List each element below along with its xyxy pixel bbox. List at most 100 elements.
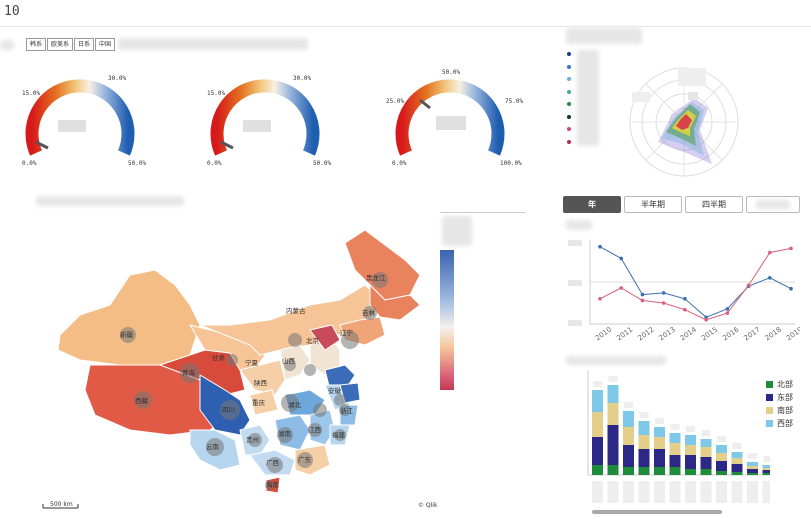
province-label: 海南 [266,480,280,489]
map-scale: 500 km [50,501,73,508]
data-point[interactable] [683,307,687,312]
bar-segment[interactable] [731,452,743,458]
province-beijing[interactable] [309,324,341,351]
data-point[interactable] [683,297,687,301]
bar-segment[interactable] [716,445,727,453]
blurred-x-label [716,481,727,503]
data-point[interactable] [640,292,645,297]
bar-segment[interactable] [685,469,696,475]
bar-segment[interactable] [731,458,743,464]
data-point[interactable] [704,315,708,320]
data-point[interactable] [598,297,602,301]
bar-segment[interactable] [700,439,712,447]
period-tabs: 年 半年期 四半期 [563,196,803,213]
bar-segment[interactable] [685,455,696,469]
bar-segment[interactable] [762,470,771,473]
filter-button[interactable]: 日系 [74,38,95,51]
bar-segment[interactable] [685,435,696,445]
bar-segment[interactable] [638,421,650,435]
blurred-bar-title [566,356,666,365]
bar-segment[interactable] [747,466,758,469]
data-point[interactable] [661,291,666,295]
blurred-legend-title [442,216,472,246]
bar-segment[interactable] [654,427,665,437]
data-point[interactable] [789,286,793,291]
bar-segment[interactable] [700,469,712,475]
bar-segment[interactable] [700,447,712,457]
bar-segment[interactable] [623,467,634,475]
bar-segment[interactable] [685,445,696,455]
bar-segment[interactable] [654,467,665,475]
bar-segment[interactable] [747,462,758,466]
blurred-value-label [655,418,664,424]
gauge-label: 0.0% [392,160,407,167]
data-point[interactable] [640,298,645,303]
bar-segment[interactable] [762,468,771,470]
tab-year[interactable]: 年 [563,196,621,213]
scrollbar[interactable] [592,510,722,514]
province-xinjiang[interactable] [57,269,201,366]
bar-segment[interactable] [607,403,619,425]
bar-segment[interactable] [654,437,665,449]
tab-half-year[interactable]: 半年期 [624,196,682,213]
bar-segment[interactable] [747,469,758,473]
bar-legend: 北部 东部 南部 西部 [766,378,793,430]
blurred-value-label [639,412,649,418]
data-point[interactable] [767,276,772,280]
data-point[interactable] [767,250,772,255]
data-point[interactable] [619,256,624,261]
bar-segment[interactable] [731,464,743,472]
data-point[interactable] [598,244,602,249]
tab-blurred[interactable] [746,196,800,213]
bar-segment[interactable] [592,412,603,437]
bar-segment[interactable] [762,465,771,468]
legend-label: 北部 [777,380,793,389]
bar-segment[interactable] [747,473,758,475]
bar-segment[interactable] [716,461,727,471]
province-label: 吉林 [362,308,376,317]
tab-quarter[interactable]: 四半期 [685,196,743,213]
province-label: 贵州 [246,435,259,444]
bar-segment[interactable] [731,472,743,475]
bar-segment[interactable] [669,443,681,455]
bar-segment[interactable] [607,385,619,403]
blurred-x-label [762,481,770,503]
bar-segment[interactable] [623,445,634,467]
bar-segment[interactable] [669,467,681,475]
bar-segment[interactable] [669,455,681,467]
data-point[interactable] [789,246,793,251]
bar-segment[interactable] [669,433,681,443]
data-point[interactable] [661,301,666,305]
province-label: 辽宁 [340,328,354,337]
province-label: 广东 [298,455,312,464]
data-point[interactable] [619,286,624,290]
bar-segment[interactable] [623,427,634,445]
bar-segment[interactable] [592,437,603,465]
bar-segment[interactable] [638,435,650,449]
map-color-legend [440,250,454,390]
legend-dot [567,52,571,56]
bar-segment[interactable] [716,453,727,461]
bar-segment[interactable] [607,465,619,475]
blurred-title [0,40,14,50]
province-chongqing[interactable] [249,389,279,416]
province-heilongjiang[interactable] [344,229,421,301]
data-point[interactable] [704,318,708,322]
data-point[interactable] [746,283,751,288]
x-tick-label: 2018 [764,326,783,342]
bar-segment[interactable] [638,449,650,467]
bar-segment[interactable] [607,425,619,465]
filter-button[interactable]: 欧美系 [47,38,74,51]
bar-segment[interactable] [592,465,603,475]
filter-button[interactable]: 中国 [95,38,116,51]
bar-segment[interactable] [654,449,665,467]
bar-segment[interactable] [592,390,603,412]
data-point[interactable] [725,311,730,315]
bar-segment[interactable] [700,457,712,469]
bar-segment[interactable] [638,467,650,475]
bar-segment[interactable] [623,411,634,427]
bar-segment[interactable] [716,471,727,475]
data-point[interactable] [725,307,730,311]
filter-button[interactable]: 韩系 [26,38,47,51]
bar-segment[interactable] [762,473,771,475]
